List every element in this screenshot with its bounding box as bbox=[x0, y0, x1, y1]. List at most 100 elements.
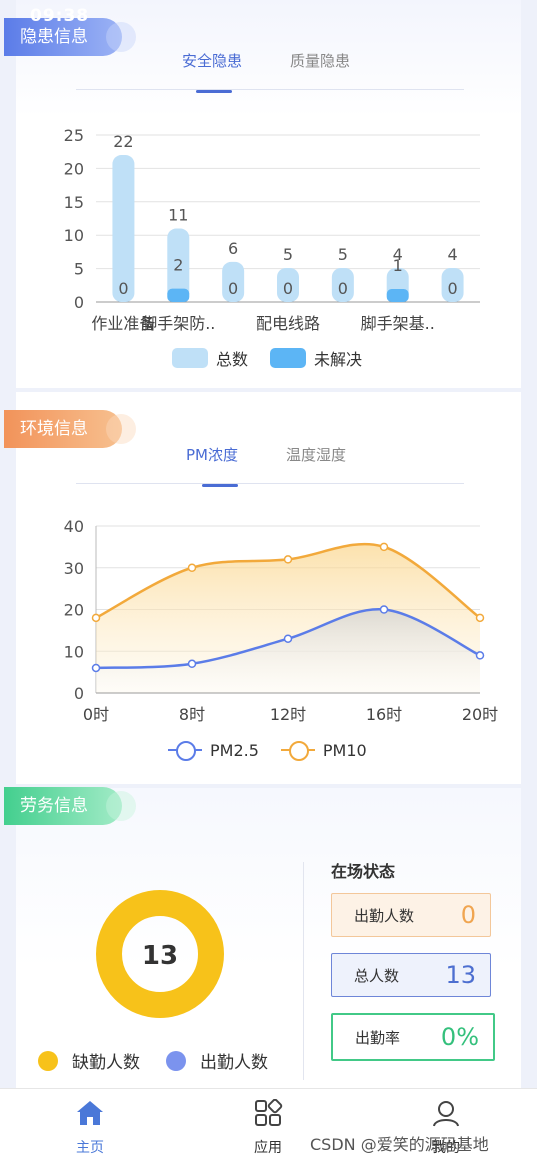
legend-item-unresolved[interactable]: 未解决 bbox=[270, 346, 362, 370]
hazard-legend: 总数 未解决 bbox=[172, 346, 374, 370]
tabbar-apps-label: 应用 bbox=[254, 1140, 282, 1156]
user-icon bbox=[433, 1101, 459, 1127]
tabbar-home-label: 主页 bbox=[76, 1140, 104, 1156]
legend-label-present: 出勤人数 bbox=[200, 1053, 268, 1073]
legend-item-present[interactable]: 出勤人数 bbox=[166, 1048, 268, 1073]
bar-total bbox=[331, 268, 354, 302]
bar-total bbox=[222, 261, 245, 302]
x-tick-label: 20时 bbox=[462, 705, 498, 724]
tabbar-apps[interactable]: 应用 bbox=[238, 1098, 298, 1157]
tabbar-mine[interactable]: 我的 bbox=[416, 1099, 476, 1157]
bottom-tab-bar: 主页 应用 我的 bbox=[0, 1088, 537, 1163]
y-tick-label: 10 bbox=[64, 226, 84, 245]
labor-title: 劳务信息 bbox=[20, 796, 88, 816]
legend-item-pm25[interactable]: PM2.5 bbox=[168, 740, 259, 761]
home-icon bbox=[77, 1101, 103, 1125]
bar-total-label: 11 bbox=[168, 206, 188, 225]
bar-unresolved-label: 2 bbox=[173, 256, 183, 275]
donut-legend: 缺勤人数 出勤人数 bbox=[38, 1048, 268, 1073]
stat-total-people[interactable]: 总人数 13 bbox=[331, 953, 491, 997]
data-point bbox=[187, 659, 197, 669]
bar-total-label: 4 bbox=[447, 245, 457, 264]
x-tick-label: 16时 bbox=[366, 705, 402, 724]
donut-center-value: 13 bbox=[142, 941, 178, 971]
stat-attendance[interactable]: 出勤人数 0 bbox=[331, 893, 491, 937]
legend-swatch-pm25 bbox=[168, 740, 202, 761]
apps-icon bbox=[255, 1098, 283, 1126]
data-point bbox=[91, 613, 101, 623]
tab-pm-concentration[interactable]: PM浓度 bbox=[186, 446, 238, 464]
legend-item-pm10[interactable]: PM10 bbox=[280, 740, 367, 761]
data-point bbox=[475, 651, 485, 660]
x-tick-label: 0时 bbox=[83, 705, 109, 724]
bar-total bbox=[441, 268, 464, 302]
y-tick-label: 5 bbox=[74, 260, 84, 279]
presence-status-title: 在场状态 bbox=[331, 862, 396, 881]
tabbar-home[interactable]: 主页 bbox=[60, 1099, 120, 1157]
stat-rate-value: 0% bbox=[440, 1023, 479, 1051]
stat-rate-label: 出勤率 bbox=[355, 1028, 401, 1047]
hazard-section-badge: 隐患信息 bbox=[4, 18, 136, 56]
tab-temperature-humidity[interactable]: 温度湿度 bbox=[286, 446, 347, 464]
vertical-divider bbox=[303, 862, 304, 1080]
stat-attendance-value: 0 bbox=[460, 901, 476, 929]
data-point bbox=[379, 605, 389, 614]
labor-card: 13 缺勤人数 出勤人数 在场状态 出勤人数 0 总人数 13 出勤率 0% bbox=[16, 788, 521, 1088]
environment-legend: PM2.5 PM10 bbox=[168, 740, 379, 761]
data-point bbox=[283, 634, 293, 643]
bar-unresolved-label: 0 bbox=[338, 279, 348, 298]
legend-label-pm10: PM10 bbox=[322, 740, 367, 760]
x-tick-label: 脚手架防.. bbox=[141, 314, 215, 333]
hazard-tabs: 安全隐患 质量隐患 bbox=[76, 50, 464, 93]
stat-attendance-label: 出勤人数 bbox=[354, 906, 415, 925]
x-tick-label: 作业准备 bbox=[91, 314, 155, 333]
bar-unresolved-label: 0 bbox=[283, 279, 293, 298]
bar-total bbox=[277, 268, 299, 302]
bar-total bbox=[167, 228, 190, 302]
bar-total-label: 5 bbox=[338, 245, 348, 264]
legend-swatch-total bbox=[172, 348, 208, 368]
y-tick-label: 0 bbox=[74, 684, 84, 703]
stat-attendance-rate[interactable]: 出勤率 0% bbox=[331, 1013, 495, 1061]
area-pm25 bbox=[96, 609, 480, 693]
bar-unresolved bbox=[386, 289, 409, 302]
x-tick-label: 配电线路 bbox=[256, 314, 320, 333]
tab-safety-hazard[interactable]: 安全隐患 bbox=[182, 52, 243, 70]
tab-indicator bbox=[202, 484, 238, 487]
hazard-card: 安全隐患 质量隐患 0 5 10 15 20 25 22 0 作业准备 11 2 脚手架防.. 6 0 5 0… bbox=[16, 0, 521, 388]
x-tick-label: 8时 bbox=[179, 705, 205, 724]
environment-tabs: PM浓度 温度湿度 bbox=[76, 444, 464, 487]
tab-quality-hazard[interactable]: 质量隐患 bbox=[290, 52, 351, 70]
stat-total-label: 总人数 bbox=[354, 966, 400, 985]
bar-unresolved-label: 0 bbox=[118, 279, 128, 298]
legend-item-total[interactable]: 总数 bbox=[172, 346, 248, 370]
attendance-donut-chart[interactable]: 13 bbox=[90, 884, 230, 1024]
y-tick-label: 20 bbox=[64, 159, 84, 178]
x-tick-label: 12时 bbox=[270, 705, 306, 724]
stat-total-value: 13 bbox=[445, 961, 476, 989]
bar-unresolved-label: 1 bbox=[393, 256, 403, 275]
status-time: 09:38 bbox=[30, 6, 90, 26]
hazard-title: 隐患信息 bbox=[20, 27, 88, 47]
bar-unresolved bbox=[167, 288, 190, 302]
legend-label-pm25: PM2.5 bbox=[210, 740, 259, 760]
y-tick-label: 25 bbox=[64, 126, 84, 145]
environment-title: 环境信息 bbox=[20, 419, 88, 439]
data-point bbox=[187, 563, 197, 572]
y-tick-label: 20 bbox=[64, 601, 84, 620]
data-point bbox=[91, 663, 101, 673]
legend-swatch-unresolved bbox=[270, 348, 307, 368]
data-point bbox=[283, 555, 293, 564]
legend-item-absent[interactable]: 缺勤人数 bbox=[38, 1048, 140, 1073]
bar-total-label: 4 bbox=[393, 245, 403, 264]
x-tick-label: 脚手架基.. bbox=[361, 314, 435, 333]
tabbar-mine-label: 我的 bbox=[432, 1140, 460, 1156]
pm-line-chart: 0 10 20 30 40 0时 8时 12时 16时 20时 bbox=[64, 517, 499, 724]
data-point bbox=[475, 613, 485, 623]
legend-label-absent: 缺勤人数 bbox=[72, 1053, 140, 1073]
legend-swatch-pm10 bbox=[280, 740, 315, 761]
legend-dot-present bbox=[166, 1050, 186, 1071]
y-tick-label: 30 bbox=[64, 559, 84, 578]
tab-indicator bbox=[196, 90, 232, 93]
